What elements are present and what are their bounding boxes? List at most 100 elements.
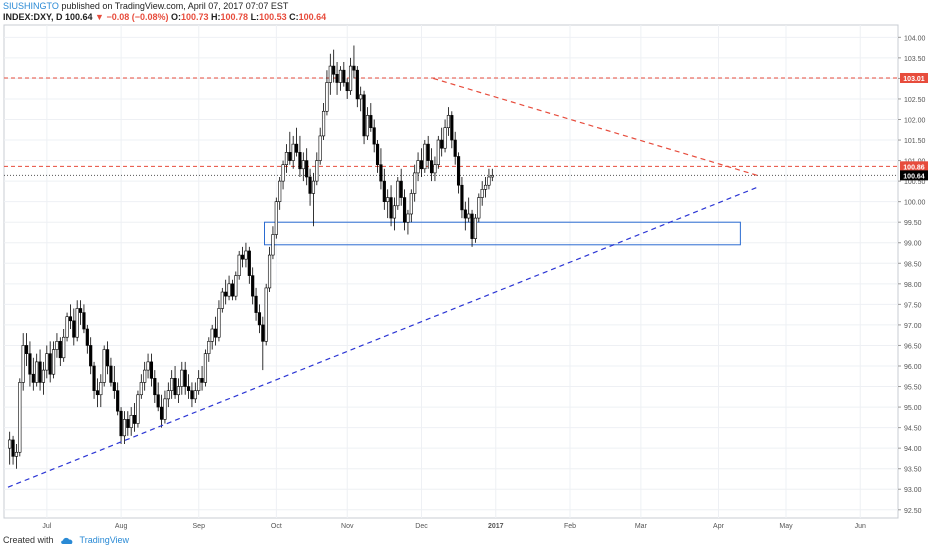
candle-body <box>126 419 130 428</box>
close-label: C: <box>286 12 299 22</box>
candle-body <box>251 275 255 297</box>
y-tick-label: 95.50 <box>904 385 922 392</box>
y-tick-label: 92.50 <box>904 508 922 515</box>
candle-body <box>55 341 59 350</box>
candle-body <box>433 164 437 174</box>
x-tick-label: Jul <box>42 523 51 530</box>
candle-body <box>332 65 336 75</box>
candle-body <box>335 74 339 83</box>
x-tick-label: Mar <box>635 523 648 530</box>
y-tick-label: 103.50 <box>904 56 926 63</box>
candle-body <box>99 382 103 396</box>
candle-body <box>159 406 164 420</box>
candle-body <box>440 139 444 149</box>
candle-body <box>419 160 424 170</box>
candle-body <box>443 127 447 149</box>
low-label: L: <box>248 12 260 22</box>
candle-body <box>274 201 278 235</box>
y-tick-label: 95.00 <box>904 405 922 412</box>
candle-body <box>65 316 69 338</box>
candle-body <box>41 369 46 383</box>
candle-body <box>14 451 19 457</box>
candle-body <box>62 336 66 359</box>
candle-body <box>328 65 332 83</box>
candle-body <box>129 414 133 428</box>
candle-body <box>278 180 282 202</box>
support-zone-box[interactable] <box>264 221 741 246</box>
candle-body <box>213 328 218 338</box>
candle-body <box>429 160 434 174</box>
x-tick-label: Jun <box>855 523 866 530</box>
candle-body <box>321 110 326 137</box>
candle-body <box>271 234 275 256</box>
open-value: 100.73 <box>181 12 209 22</box>
candle-body <box>200 378 204 383</box>
candle-body <box>345 82 349 92</box>
published-text: published on TradingView.com, April 07, … <box>58 1 289 11</box>
candle-body <box>281 164 285 182</box>
candle-body <box>85 328 89 346</box>
candle-body <box>325 82 329 112</box>
plot-area[interactable] <box>3 24 899 519</box>
price-label-text: 100.86 <box>903 164 925 171</box>
chart-header: SIUSHINGTO published on TradingView.com,… <box>3 1 703 23</box>
candle-body <box>176 386 181 396</box>
candle-body <box>375 143 380 165</box>
candle-body <box>11 439 15 457</box>
candle-body <box>197 378 201 391</box>
candle-body <box>156 394 160 408</box>
candle-body <box>163 398 167 420</box>
change-value: ▼ −0.08 (−0.08%) <box>95 12 169 22</box>
last-price: 100.64 <box>62 12 96 22</box>
price-label-text: 103.01 <box>903 76 925 83</box>
tradingview-link[interactable]: TradingView <box>79 535 130 545</box>
candle-body <box>342 69 346 83</box>
footer: Created with TradingView <box>3 533 129 547</box>
y-tick-label: 98.50 <box>904 261 922 268</box>
high-label: H: <box>208 12 221 22</box>
symbol-label: INDEX:DXY, D <box>3 12 63 22</box>
candle-body <box>170 378 174 391</box>
y-tick-label: 97.00 <box>904 323 922 330</box>
trendline[interactable] <box>433 77 758 176</box>
candle-body <box>48 353 52 375</box>
candle-body <box>139 382 143 396</box>
candle-body <box>355 69 359 100</box>
candle-body <box>288 152 292 161</box>
candle-body <box>267 254 272 289</box>
candle-body <box>369 115 373 129</box>
candle-body <box>143 369 147 383</box>
x-tick-label: 2017 <box>488 523 504 530</box>
candle-body <box>247 250 251 276</box>
x-tick-label: Aug <box>115 523 128 530</box>
candle-body <box>402 197 407 223</box>
candle-body <box>227 283 231 297</box>
candle-body <box>382 180 386 202</box>
candle-body <box>460 184 464 211</box>
candle-body <box>392 205 397 219</box>
candle-body <box>45 353 49 371</box>
x-tick-label: Dec <box>415 523 428 530</box>
candle-body <box>315 160 319 182</box>
candle-body <box>95 390 100 396</box>
price-label-box <box>900 170 928 181</box>
candle-body <box>305 160 309 178</box>
ohlc-line: INDEX:DXY, D 100.64 ▼ −0.08 (−0.08%) O:1… <box>3 12 703 23</box>
candle-body <box>210 328 214 342</box>
y-tick-label: 99.50 <box>904 220 922 227</box>
author-link[interactable]: SIUSHINGTO <box>3 1 59 11</box>
y-tick-label: 96.00 <box>904 364 922 371</box>
candle-body <box>166 390 170 400</box>
candle-body <box>318 135 322 161</box>
candle-body <box>386 197 390 202</box>
candle-body <box>257 312 262 326</box>
candle-body <box>372 127 376 145</box>
candle-body <box>35 361 39 383</box>
candle-body <box>423 143 427 170</box>
candle-body <box>31 373 35 383</box>
candle-body <box>173 378 177 396</box>
candle-body <box>186 386 191 391</box>
tradingview-cloud-icon <box>60 537 72 544</box>
candle-body <box>237 254 241 276</box>
